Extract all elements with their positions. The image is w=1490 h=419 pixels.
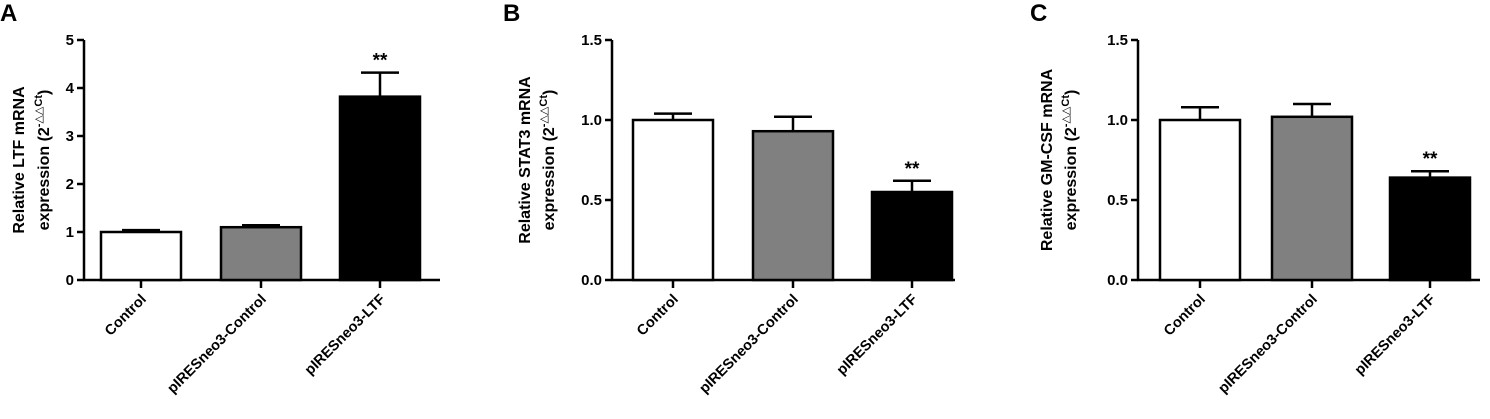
bar bbox=[219, 225, 303, 282]
bar bbox=[99, 230, 183, 282]
y-tick-label: 0.0 bbox=[1107, 272, 1128, 289]
x-tick-label: pIRESneo3-LTF bbox=[302, 291, 389, 378]
bar bbox=[870, 190, 954, 282]
y-tick-label: 1.5 bbox=[1107, 32, 1128, 49]
y-tick-label: 5 bbox=[66, 32, 74, 49]
chart-panel-b: B Relative STAT3 mRNA expression (2-△△Ct) 0… bbox=[503, 0, 955, 397]
significance-marker: ** bbox=[373, 51, 388, 72]
y-tick-label: 1.0 bbox=[1107, 112, 1128, 129]
y-tick-label: 4 bbox=[66, 80, 75, 97]
panel-letter: B bbox=[503, 0, 520, 27]
y-tick-label: 0.0 bbox=[581, 272, 602, 289]
panel-letter: A bbox=[0, 0, 17, 27]
y-tick-label: 2 bbox=[66, 176, 74, 193]
significance-marker: ** bbox=[1423, 149, 1438, 170]
x-tick-label: pIRESneo3-Control bbox=[1216, 292, 1321, 397]
bar bbox=[751, 129, 835, 282]
y-axis-label: Relative GM-CSF mRNA expression (2-△△Ct) bbox=[1039, 68, 1080, 251]
chart-panel-a: A Relative LTF mRNA expression (2-△△Ct) 0 1 2… bbox=[0, 0, 440, 397]
x-tick-label: pIRESneo3-LTF bbox=[1352, 291, 1439, 378]
y-tick-label: 0.5 bbox=[1107, 192, 1128, 209]
y-tick-label: 1.0 bbox=[581, 112, 602, 129]
x-tick-label: pIRESneo3-LTF bbox=[834, 291, 921, 378]
x-tick-label: Control bbox=[634, 292, 682, 340]
y-axis-label: Relative LTF mRNA expression (2-△△Ct) bbox=[11, 86, 53, 234]
y-axis-label-line1: Relative LTF mRNA bbox=[11, 86, 28, 234]
x-tick-label: Control bbox=[1161, 292, 1209, 340]
y-axis-label-line1: Relative STAT3 mRNA bbox=[517, 76, 534, 244]
x-tick-label: Control bbox=[102, 292, 150, 340]
y-tick-label: 3 bbox=[66, 128, 74, 145]
x-tick-label: pIRESneo3-Control bbox=[165, 292, 270, 397]
bar bbox=[1388, 176, 1472, 282]
x-tick-label: pIRESneo3-Control bbox=[697, 292, 802, 397]
bar bbox=[1270, 115, 1354, 282]
y-axis-label-line2: expression (2-△△Ct) bbox=[538, 90, 558, 231]
y-tick-label: 0 bbox=[66, 272, 74, 289]
bar bbox=[631, 118, 715, 282]
panel-letter: C bbox=[1030, 0, 1047, 27]
significance-marker: ** bbox=[905, 159, 920, 180]
bar bbox=[338, 95, 422, 282]
y-tick-label: 1 bbox=[66, 224, 74, 241]
y-tick-label: 0.5 bbox=[581, 192, 602, 209]
y-axis-label-line2: expression (2-△△Ct) bbox=[33, 90, 53, 231]
y-axis-label-line2: expression (2-△△Ct) bbox=[1060, 90, 1080, 231]
bar bbox=[1158, 118, 1242, 282]
y-axis-label-line1: Relative GM-CSF mRNA bbox=[1039, 68, 1056, 251]
chart-panel-c: C Relative GM-CSF mRNA expression (2-△△Ct)… bbox=[1030, 0, 1480, 397]
y-axis-label: Relative STAT3 mRNA expression (2-△△Ct) bbox=[517, 76, 558, 244]
y-tick-label: 1.5 bbox=[581, 32, 602, 49]
